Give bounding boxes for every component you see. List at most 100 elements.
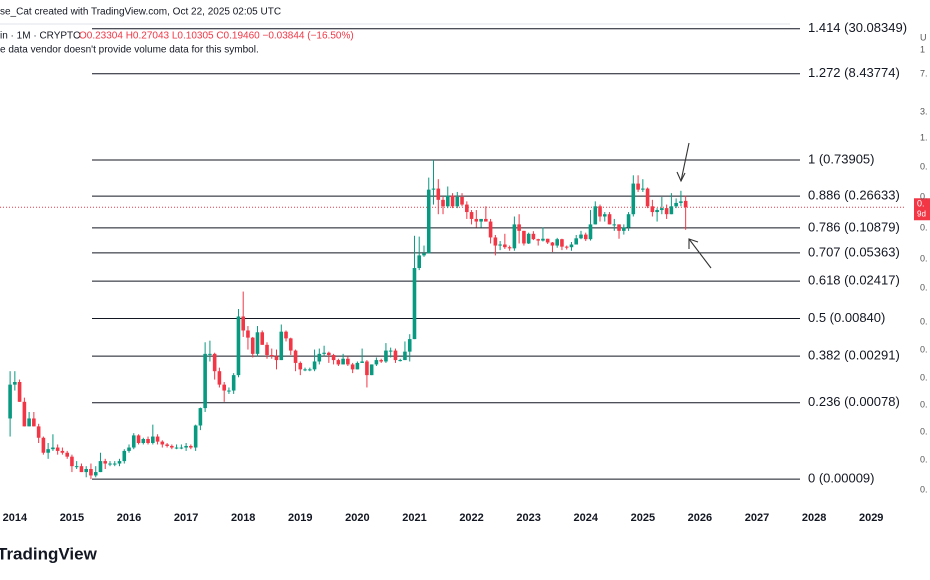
- candle-body: [331, 355, 336, 361]
- candle-body: [60, 450, 65, 453]
- x-tick-label: 2021: [402, 512, 426, 524]
- candle-body: [141, 438, 146, 444]
- candle-body: [469, 212, 474, 219]
- candle-body: [350, 364, 355, 370]
- fib-label: 0.382 (0.00291): [808, 348, 900, 363]
- candle-body: [32, 418, 36, 427]
- candle-body: [193, 425, 198, 448]
- candle-body: [284, 331, 288, 339]
- right-scale-label: 1.: [920, 132, 928, 142]
- candle-body: [308, 369, 312, 371]
- candle-body: [79, 466, 84, 473]
- x-tick-label: 2025: [631, 512, 655, 524]
- fib-label: 0 (0.00009): [808, 471, 875, 486]
- candle-body: [260, 332, 265, 345]
- right-scale-label: 0.: [920, 372, 928, 382]
- candle-body: [246, 330, 250, 338]
- candle-body: [622, 227, 626, 231]
- candle-body: [203, 353, 207, 409]
- arrow-up: [688, 238, 712, 269]
- candle-body: [583, 234, 588, 240]
- arrow-head: [688, 238, 699, 249]
- candle-body: [650, 206, 655, 213]
- x-tick-label: 2026: [688, 512, 712, 524]
- right-scale-label: 0.: [920, 344, 928, 354]
- candle-body: [579, 234, 583, 239]
- candle-body: [327, 352, 331, 356]
- candle-body: [564, 246, 569, 248]
- candle-body: [560, 239, 564, 247]
- right-scale-label: 1: [920, 44, 925, 54]
- candle-body: [346, 358, 350, 365]
- candle-body: [51, 447, 55, 450]
- candle-body: [27, 418, 31, 427]
- candle-body: [398, 360, 403, 362]
- candle-body: [165, 444, 169, 446]
- candle-body: [374, 360, 379, 365]
- candle-body: [612, 224, 617, 226]
- candle-body: [131, 435, 136, 448]
- candle-body: [265, 344, 269, 356]
- candle-body: [674, 202, 678, 207]
- x-tick-label: 2016: [117, 512, 141, 524]
- candle-body: [445, 195, 450, 207]
- candle-body: [517, 224, 521, 231]
- x-tick-label: 2024: [574, 512, 599, 524]
- candle-body: [317, 353, 322, 362]
- candle-body: [212, 353, 217, 372]
- annotation-arrows: [676, 142, 712, 269]
- candle-body: [198, 408, 203, 426]
- candle-body: [55, 447, 60, 451]
- candle-body: [636, 183, 640, 190]
- header-notice: e data vendor doesn't provide volume dat…: [0, 45, 259, 56]
- candle-body: [70, 456, 74, 467]
- candle-body: [412, 268, 417, 340]
- right-scale-label: 0.: [920, 484, 928, 494]
- candle-body: [293, 350, 298, 363]
- candle-body: [160, 441, 165, 445]
- candle-body: [545, 238, 550, 243]
- fib-label: 1.414 (30.08349): [808, 20, 907, 35]
- price-tag-value: 0.: [917, 199, 925, 209]
- candle-body: [208, 353, 212, 355]
- x-tick-label: 2029: [859, 512, 883, 524]
- candle-body: [436, 188, 441, 200]
- candle-body: [279, 331, 284, 361]
- candle-body: [174, 447, 179, 449]
- candle-body: [146, 438, 150, 444]
- candle-body: [74, 466, 79, 468]
- candle-body: [112, 463, 117, 465]
- candle-body: [179, 447, 184, 449]
- candle-body: [127, 447, 131, 451]
- candle-body: [503, 244, 507, 248]
- candle-body: [541, 238, 545, 241]
- fib-label: 1 (0.73905): [808, 151, 875, 166]
- candle-body: [46, 449, 50, 453]
- candle-body: [607, 214, 612, 225]
- candle-body: [393, 350, 398, 361]
- candle-body: [598, 206, 602, 217]
- header-title: se_Cat created with TradingView.com, Oct…: [0, 7, 281, 18]
- candle-body: [103, 461, 108, 464]
- candle-body: [341, 358, 345, 365]
- candle-body: [231, 375, 236, 391]
- right-scale-label: 0.: [920, 399, 928, 409]
- x-tick-label: 2028: [802, 512, 826, 524]
- right-scale-label: 0.: [920, 253, 928, 263]
- fib-label: 0.707 (0.05363): [808, 244, 900, 259]
- candle-body: [189, 445, 193, 448]
- candle-body: [403, 351, 407, 361]
- candle-body: [336, 360, 341, 365]
- candle-body: [617, 224, 621, 231]
- candle-body: [441, 199, 445, 207]
- candle-body: [569, 244, 574, 248]
- candle-body: [322, 352, 326, 354]
- candle-body: [41, 437, 46, 453]
- candle-body: [512, 224, 517, 249]
- logo: TradingView: [0, 544, 98, 563]
- candle-body: [422, 253, 426, 256]
- price-tag-countdown: 9d: [917, 209, 926, 218]
- candle-body: [683, 200, 688, 208]
- candle-body: [669, 206, 674, 215]
- candle-body: [36, 426, 41, 438]
